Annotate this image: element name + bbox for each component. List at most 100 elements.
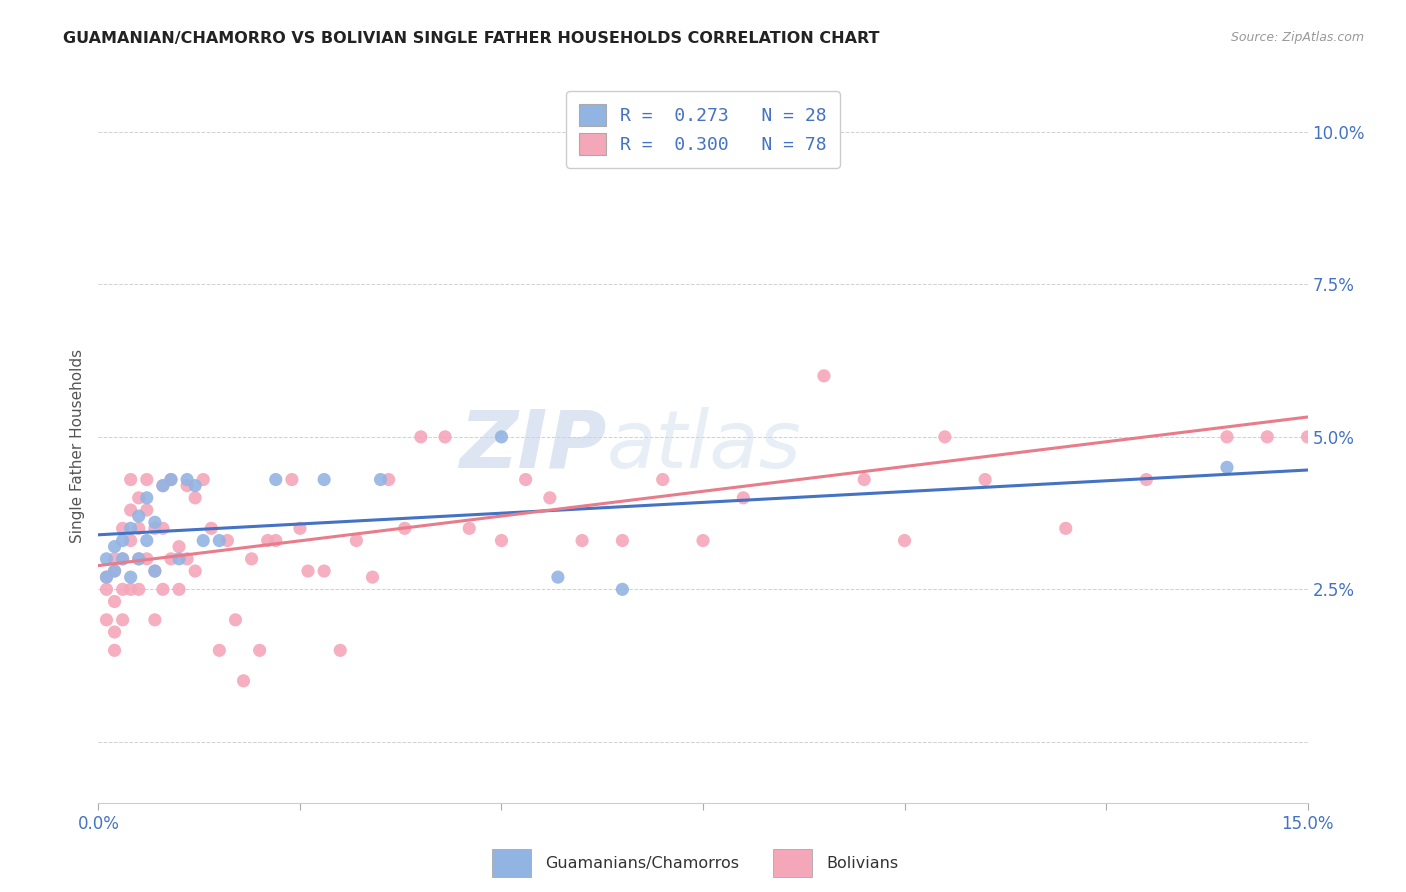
- Point: [103, 625, 125, 640]
- Text: Bolivians: Bolivians: [827, 855, 898, 871]
- Point: [103, 594, 125, 608]
- Point: [853, 473, 876, 487]
- Point: [152, 521, 174, 535]
- Point: [143, 613, 166, 627]
- FancyBboxPatch shape: [773, 849, 813, 877]
- Point: [249, 643, 271, 657]
- Point: [96, 570, 118, 584]
- Point: [264, 533, 287, 548]
- Point: [893, 533, 915, 548]
- Point: [135, 503, 157, 517]
- Point: [120, 521, 142, 535]
- Point: [733, 491, 755, 505]
- Point: [128, 509, 150, 524]
- Point: [538, 491, 561, 505]
- Point: [184, 564, 207, 578]
- Point: [135, 491, 157, 505]
- Point: [571, 533, 593, 548]
- Point: [1216, 460, 1239, 475]
- Point: [491, 430, 513, 444]
- Point: [135, 551, 157, 566]
- Point: [135, 533, 157, 548]
- Point: [612, 533, 634, 548]
- Text: atlas: atlas: [606, 407, 801, 485]
- Point: [1256, 430, 1278, 444]
- Point: [208, 533, 231, 548]
- Point: [111, 533, 134, 548]
- Point: [1296, 430, 1319, 444]
- Point: [200, 521, 222, 535]
- Point: [329, 643, 352, 657]
- Point: [96, 613, 118, 627]
- Point: [143, 521, 166, 535]
- Point: [128, 491, 150, 505]
- Point: [344, 533, 367, 548]
- Text: GUAMANIAN/CHAMORRO VS BOLIVIAN SINGLE FATHER HOUSEHOLDS CORRELATION CHART: GUAMANIAN/CHAMORRO VS BOLIVIAN SINGLE FA…: [63, 31, 880, 46]
- Point: [120, 582, 142, 597]
- Point: [111, 551, 134, 566]
- Point: [96, 570, 118, 584]
- Point: [103, 540, 125, 554]
- Point: [128, 582, 150, 597]
- Legend: R =  0.273   N = 28, R =  0.300   N = 78: R = 0.273 N = 28, R = 0.300 N = 78: [567, 91, 839, 168]
- Point: [314, 473, 336, 487]
- Point: [547, 570, 569, 584]
- Point: [120, 503, 142, 517]
- Text: ZIP: ZIP: [458, 407, 606, 485]
- Point: [458, 521, 481, 535]
- Point: [167, 582, 190, 597]
- Point: [111, 582, 134, 597]
- Point: [256, 533, 278, 548]
- Point: [434, 430, 457, 444]
- Point: [167, 540, 190, 554]
- Text: Guamanians/Chamorros: Guamanians/Chamorros: [546, 855, 738, 871]
- Point: [208, 643, 231, 657]
- Point: [217, 533, 239, 548]
- Point: [232, 673, 254, 688]
- Point: [184, 478, 207, 492]
- Point: [120, 473, 142, 487]
- Point: [491, 533, 513, 548]
- Point: [103, 564, 125, 578]
- Point: [193, 533, 215, 548]
- Point: [515, 473, 537, 487]
- Point: [120, 570, 142, 584]
- Point: [377, 473, 399, 487]
- Point: [813, 368, 835, 383]
- Point: [370, 473, 392, 487]
- Point: [651, 473, 673, 487]
- Point: [160, 551, 183, 566]
- Point: [143, 564, 166, 578]
- Point: [612, 582, 634, 597]
- Point: [394, 521, 416, 535]
- Point: [152, 478, 174, 492]
- Point: [314, 564, 336, 578]
- Point: [224, 613, 246, 627]
- Point: [240, 551, 263, 566]
- Point: [1135, 473, 1157, 487]
- Point: [128, 551, 150, 566]
- Text: Source: ZipAtlas.com: Source: ZipAtlas.com: [1230, 31, 1364, 45]
- Point: [193, 473, 215, 487]
- Point: [167, 551, 190, 566]
- Point: [176, 551, 198, 566]
- Point: [176, 473, 198, 487]
- Point: [409, 430, 432, 444]
- Point: [160, 473, 183, 487]
- Point: [288, 521, 311, 535]
- Point: [934, 430, 956, 444]
- Point: [152, 478, 174, 492]
- Point: [176, 478, 198, 492]
- Point: [361, 570, 384, 584]
- Point: [772, 155, 794, 169]
- Point: [103, 551, 125, 566]
- Point: [111, 613, 134, 627]
- Point: [143, 515, 166, 529]
- Point: [297, 564, 319, 578]
- Point: [103, 643, 125, 657]
- Point: [160, 473, 183, 487]
- Point: [111, 551, 134, 566]
- Point: [96, 582, 118, 597]
- Point: [974, 473, 997, 487]
- Point: [128, 551, 150, 566]
